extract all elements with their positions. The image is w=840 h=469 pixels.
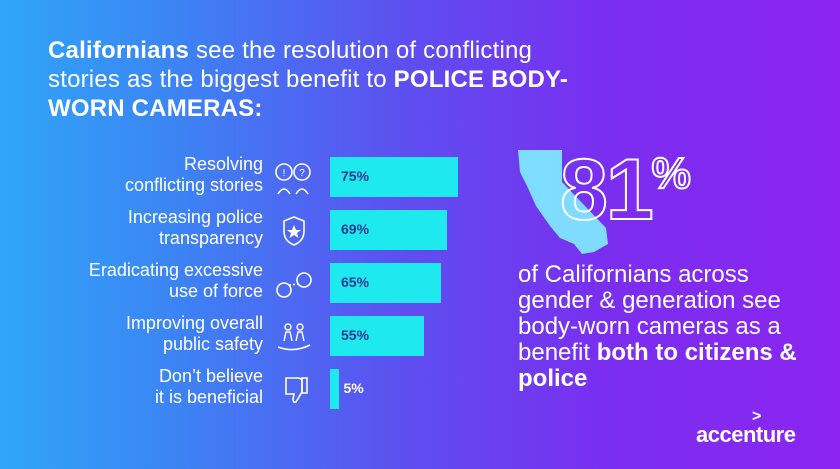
california-map-icon [518, 150, 608, 254]
category-label-line: transparency [158, 228, 263, 248]
title-middle: see the resolution of conflicting storie… [48, 37, 533, 93]
handcuffs-icon [274, 266, 314, 302]
stat-text-plain: of Californians across gender & generati… [518, 261, 781, 366]
thumbs-down-icon [274, 372, 314, 408]
chart-row: Increasing police transparency 69% [0, 207, 470, 255]
title-bold-subject: Californians [48, 37, 190, 64]
category-label: Eradicating excessive use of force [23, 260, 263, 302]
category-label-line: Increasing police [127, 207, 263, 227]
data-label: 55% [341, 327, 370, 343]
category-label: Improving overall public safety [23, 313, 263, 355]
category-label-line: Resolving [183, 154, 263, 174]
bar [330, 210, 448, 250]
category-label: Increasing police transparency [23, 207, 263, 249]
data-label: 69% [341, 221, 370, 237]
category-label-line: use of force [168, 281, 263, 301]
data-label: 5% [343, 380, 364, 396]
stat-text-bold: both to citizens & police [518, 339, 797, 392]
svg-text:?: ? [299, 168, 305, 179]
title-bold-topic: POLICE BODY-WORN CAMERAS: [48, 66, 569, 122]
conflicting-speech-icon: !? [274, 160, 314, 196]
svg-text:!: ! [283, 168, 286, 179]
category-label-line: it is beneficial [154, 387, 263, 407]
category-label: Resolving conflicting stories [23, 154, 263, 196]
accenture-mark: > [752, 408, 762, 425]
accenture-wordmark: accenture [696, 422, 796, 447]
category-label-line: Improving overall [125, 313, 263, 333]
stat-description: of Californians across gender & generati… [518, 262, 828, 392]
accenture-logo: > accenture [696, 408, 806, 448]
data-label: 65% [341, 274, 370, 290]
category-label: Don’t believe it is beneficial [23, 366, 263, 408]
chart-row: Improving overall public safety 55% [0, 313, 470, 361]
chart-row: Eradicating excessive use of force 65% [0, 260, 470, 308]
big-stat-percent: % [651, 148, 692, 199]
category-label-line: Don’t believe [158, 366, 263, 386]
chart-row: Don’t believe it is beneficial 5% [0, 366, 470, 414]
bar [330, 369, 339, 409]
category-label-line: conflicting stories [124, 175, 263, 195]
page-title: Californians see the resolution of confl… [48, 36, 608, 123]
bar-chart: Resolving conflicting stories!? 75% Increas… [0, 154, 470, 416]
big-stat-number: 81% [559, 141, 692, 239]
category-label-line: Eradicating excessive [88, 260, 263, 280]
bar [330, 316, 424, 356]
family-safety-icon [274, 319, 314, 355]
big-stat-value: 81 [559, 141, 655, 239]
category-label-line: public safety [162, 334, 263, 354]
chart-row: Resolving conflicting stories!? 75% [0, 154, 470, 202]
data-label: 75% [341, 168, 370, 184]
bar [330, 157, 458, 197]
police-badge-icon [274, 213, 314, 249]
bar [330, 263, 441, 303]
